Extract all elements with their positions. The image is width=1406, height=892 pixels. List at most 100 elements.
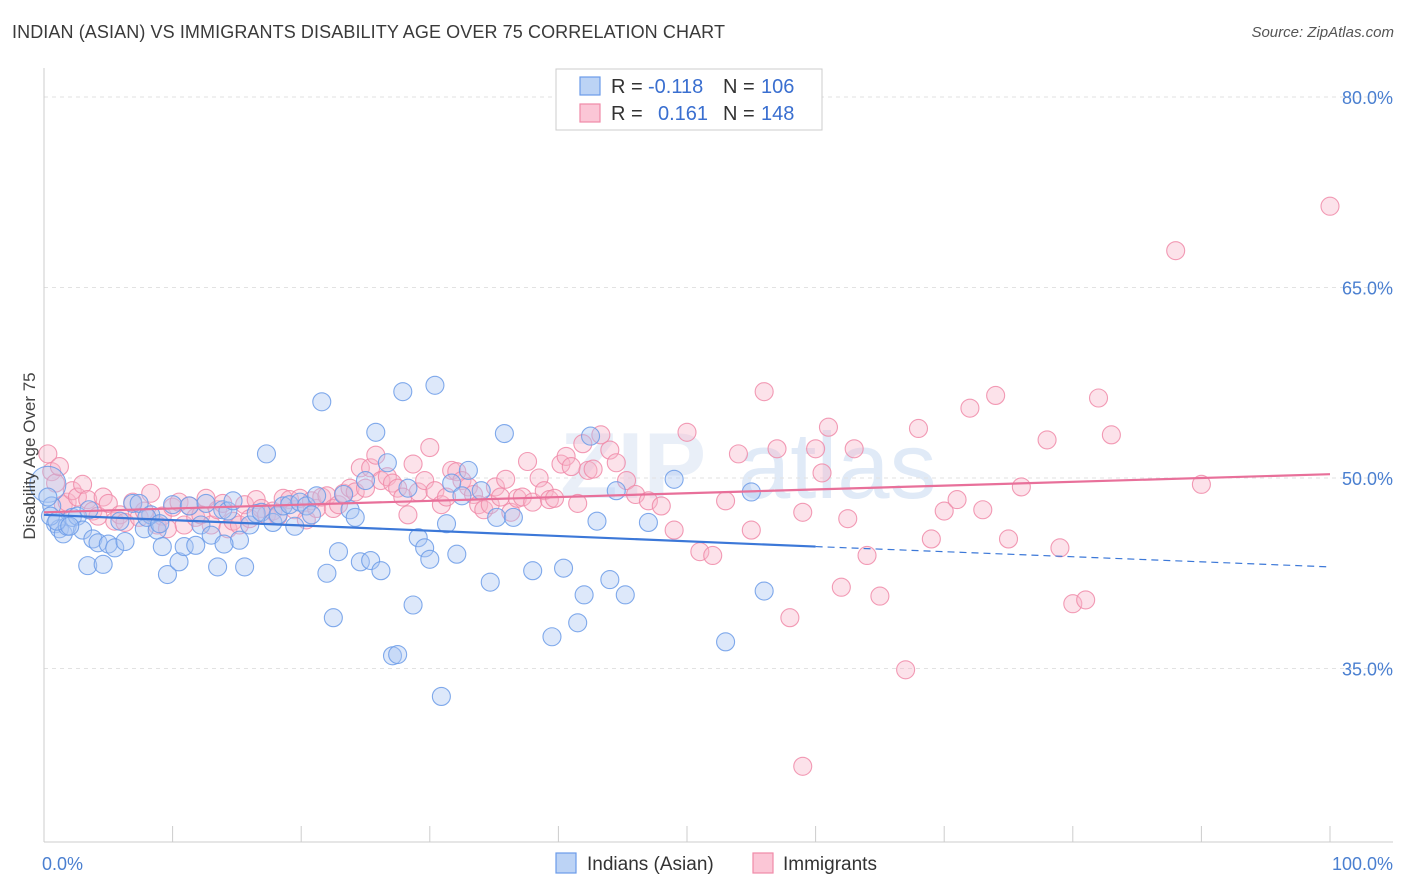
- indians-point: [754, 581, 774, 601]
- immigrants-point: [973, 500, 993, 520]
- immigrants-point: [350, 458, 370, 478]
- y-tick-label: 50.0%: [1342, 469, 1393, 489]
- immigrants-point: [583, 459, 603, 479]
- indians-point: [425, 375, 445, 395]
- watermark: ZIP atlas: [560, 413, 937, 518]
- indians-point: [366, 422, 386, 442]
- immigrants-point: [573, 434, 593, 454]
- y-tick-label: 35.0%: [1342, 660, 1393, 680]
- indians-point: [587, 511, 607, 531]
- indians-point: [105, 538, 125, 558]
- immigrants-point: [1037, 430, 1057, 450]
- indians-point: [388, 644, 408, 665]
- indians-point: [223, 491, 243, 511]
- immigrants-point: [208, 500, 228, 520]
- indians-point: [179, 496, 199, 516]
- immigrants-point: [908, 418, 929, 439]
- stats-legend: R = -0.118 N = 106 R = 0.161 N = 148: [555, 68, 823, 131]
- immigrants-point: [831, 577, 851, 597]
- stats-swatch-immigrants: [579, 103, 601, 123]
- indians-point: [606, 481, 626, 501]
- indians-point: [93, 554, 113, 574]
- immigrants-point: [98, 493, 118, 513]
- immigrants-point: [703, 545, 723, 566]
- indians-point: [307, 486, 327, 506]
- trendline-immigrants: [43, 473, 1331, 514]
- indians-point: [487, 507, 507, 527]
- immigrants-point: [534, 481, 554, 501]
- immigrants-point: [398, 505, 418, 525]
- immigrants-point: [812, 463, 832, 483]
- trendline-indians-extension: [815, 545, 1331, 568]
- series-legend: Indians (Asian) Immigrants: [555, 852, 877, 875]
- x-tick-label: 100.0%: [1332, 854, 1393, 874]
- indians-point: [568, 613, 588, 633]
- indians-point: [542, 627, 562, 647]
- y-axis-label: Disability Age Over 75: [20, 372, 39, 539]
- indians-point: [38, 487, 58, 507]
- chart-title: INDIAN (ASIAN) VS IMMIGRANTS DISABILITY …: [12, 22, 726, 42]
- indians-point: [371, 561, 391, 581]
- immigrants-point: [415, 470, 435, 491]
- legend-swatch-immigrants: [752, 852, 774, 874]
- immigrants-point: [355, 478, 376, 498]
- immigrants-point: [568, 493, 588, 513]
- immigrants-point: [78, 490, 98, 510]
- indians-point: [574, 585, 594, 605]
- indians-point: [431, 686, 451, 706]
- indians-point: [442, 473, 462, 493]
- immigrants-point: [606, 453, 626, 473]
- immigrants-point: [934, 501, 954, 521]
- immigrants-point: [62, 481, 82, 501]
- indians-point: [78, 556, 98, 576]
- immigrants-point: [844, 439, 864, 459]
- indians-point: [398, 478, 418, 498]
- immigrants-point: [754, 382, 774, 402]
- immigrants-point: [870, 586, 890, 606]
- immigrants-point: [806, 439, 826, 459]
- indians-point: [503, 507, 523, 527]
- trendline-indians: [43, 513, 816, 548]
- indians-point: [163, 495, 183, 515]
- indians-point: [452, 486, 472, 506]
- indians-point: [208, 557, 228, 577]
- immigrants-point: [1088, 388, 1109, 408]
- immigrants-point: [1063, 594, 1083, 614]
- stats-n-value-immigrants: 148: [761, 103, 794, 125]
- stats-r-value-indians: -0.118: [648, 76, 703, 98]
- stats-n-value-indians: 106: [761, 76, 794, 98]
- indians-point: [240, 515, 260, 535]
- immigrants-point: [420, 437, 440, 458]
- indians-point: [350, 552, 370, 572]
- immigrants-point: [246, 490, 266, 510]
- indians-point: [323, 608, 343, 628]
- immigrants-point: [382, 473, 403, 493]
- stats-r-value-immigrants: 0.161: [658, 103, 708, 125]
- immigrants-point: [38, 444, 58, 464]
- indians-point: [580, 426, 601, 446]
- immigrants-point: [490, 487, 511, 507]
- immigrants-point: [501, 502, 521, 522]
- x-tick-labels: 0.0% 100.0%: [42, 854, 1393, 874]
- indians-point: [664, 469, 684, 489]
- indians-point: [600, 570, 620, 590]
- legend-label-indians: Indians (Asian): [587, 854, 714, 875]
- immigrants-point: [529, 468, 549, 488]
- indians-point: [150, 514, 170, 534]
- immigrants-point: [793, 502, 813, 522]
- trendlines: [43, 473, 1331, 568]
- indians-point: [29, 465, 67, 503]
- immigrants-point: [1101, 425, 1121, 445]
- stats-swatch-indians: [579, 76, 601, 96]
- immigrants-point: [741, 520, 761, 540]
- immigrants-point: [947, 490, 967, 510]
- indians-point: [110, 511, 130, 531]
- immigrants-point: [617, 470, 637, 491]
- indians-point: [447, 544, 467, 564]
- immigrants-point: [591, 425, 611, 445]
- indians-point: [716, 632, 736, 652]
- immigrants-point: [986, 385, 1006, 406]
- immigrants-point: [767, 439, 787, 459]
- y-tick-label: 80.0%: [1342, 88, 1393, 108]
